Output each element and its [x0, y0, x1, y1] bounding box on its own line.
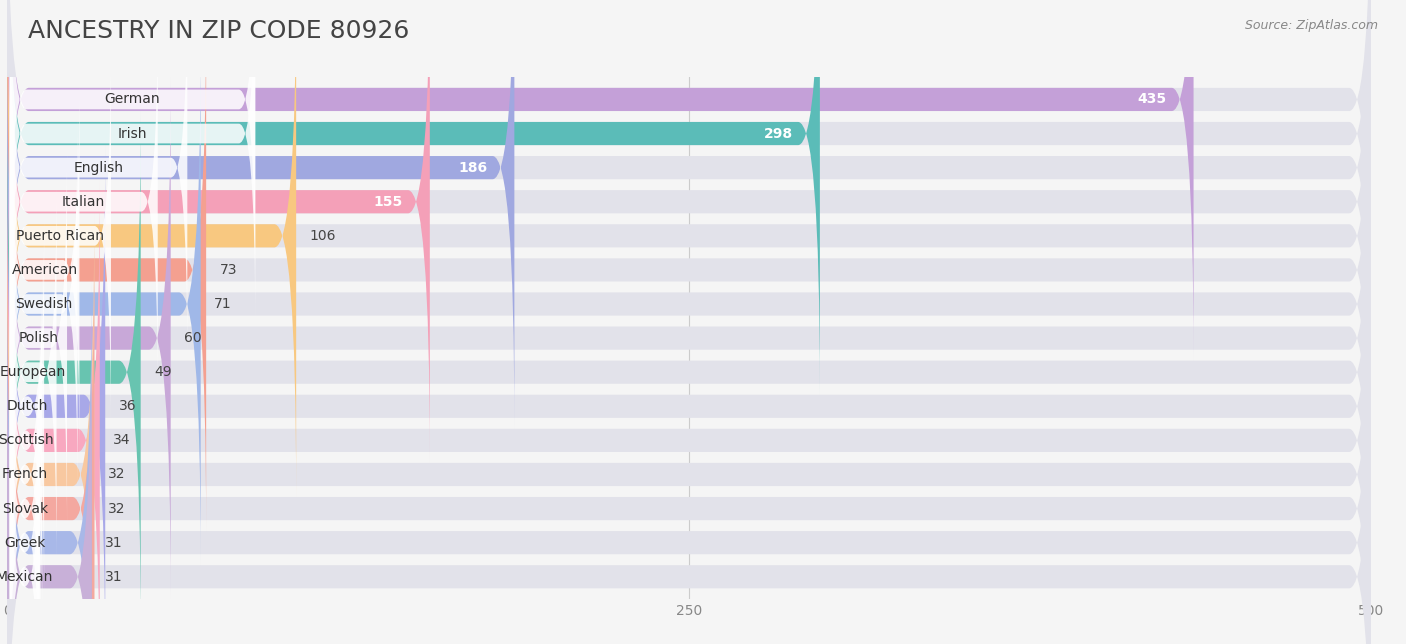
FancyBboxPatch shape [7, 145, 1371, 644]
FancyBboxPatch shape [10, 7, 157, 397]
Text: 60: 60 [184, 331, 202, 345]
FancyBboxPatch shape [7, 213, 1371, 644]
Text: 435: 435 [1137, 93, 1167, 106]
Text: Source: ZipAtlas.com: Source: ZipAtlas.com [1244, 19, 1378, 32]
FancyBboxPatch shape [10, 144, 67, 533]
FancyBboxPatch shape [7, 213, 94, 644]
Text: Slovak: Slovak [1, 502, 48, 516]
FancyBboxPatch shape [7, 9, 1371, 531]
Text: European: European [0, 365, 66, 379]
Text: 34: 34 [114, 433, 131, 448]
FancyBboxPatch shape [7, 0, 1371, 395]
FancyBboxPatch shape [7, 77, 1371, 600]
FancyBboxPatch shape [7, 43, 201, 565]
FancyBboxPatch shape [10, 328, 41, 644]
FancyBboxPatch shape [7, 111, 1371, 633]
Text: Italian: Italian [62, 194, 105, 209]
Text: English: English [73, 160, 124, 175]
FancyBboxPatch shape [7, 43, 1371, 565]
FancyBboxPatch shape [7, 0, 820, 395]
Text: 36: 36 [120, 399, 136, 413]
FancyBboxPatch shape [10, 247, 42, 634]
FancyBboxPatch shape [7, 0, 1371, 361]
FancyBboxPatch shape [7, 281, 1371, 644]
FancyBboxPatch shape [7, 0, 297, 497]
FancyBboxPatch shape [7, 145, 105, 644]
Text: Irish: Irish [118, 126, 148, 140]
Text: 32: 32 [108, 502, 125, 516]
FancyBboxPatch shape [7, 77, 170, 600]
Text: Puerto Rican: Puerto Rican [17, 229, 104, 243]
FancyBboxPatch shape [7, 316, 91, 644]
Text: American: American [11, 263, 77, 277]
FancyBboxPatch shape [10, 0, 256, 328]
FancyBboxPatch shape [10, 368, 39, 644]
Text: 155: 155 [373, 194, 402, 209]
Text: ANCESTRY IN ZIP CODE 80926: ANCESTRY IN ZIP CODE 80926 [28, 19, 409, 43]
FancyBboxPatch shape [7, 0, 1194, 361]
Text: Polish: Polish [18, 331, 59, 345]
FancyBboxPatch shape [7, 0, 1371, 463]
Text: Scottish: Scottish [0, 433, 53, 448]
FancyBboxPatch shape [10, 109, 77, 498]
Text: German: German [104, 93, 160, 106]
Text: Mexican: Mexican [0, 570, 53, 583]
Text: 71: 71 [214, 297, 232, 311]
Text: 186: 186 [458, 160, 486, 175]
FancyBboxPatch shape [10, 0, 256, 294]
FancyBboxPatch shape [7, 316, 1371, 644]
FancyBboxPatch shape [10, 402, 39, 644]
Text: 298: 298 [763, 126, 793, 140]
Text: 106: 106 [309, 229, 336, 243]
FancyBboxPatch shape [7, 0, 1371, 429]
FancyBboxPatch shape [7, 9, 207, 531]
FancyBboxPatch shape [7, 111, 141, 633]
Text: Dutch: Dutch [6, 399, 48, 413]
FancyBboxPatch shape [10, 0, 187, 363]
Text: 73: 73 [219, 263, 238, 277]
FancyBboxPatch shape [7, 0, 515, 429]
Text: French: French [1, 468, 48, 482]
Text: 31: 31 [105, 570, 122, 583]
Text: 32: 32 [108, 468, 125, 482]
FancyBboxPatch shape [7, 247, 94, 644]
FancyBboxPatch shape [10, 294, 41, 644]
FancyBboxPatch shape [7, 247, 1371, 644]
Text: 49: 49 [155, 365, 172, 379]
Text: Swedish: Swedish [15, 297, 72, 311]
FancyBboxPatch shape [10, 75, 80, 464]
FancyBboxPatch shape [7, 281, 91, 644]
FancyBboxPatch shape [7, 0, 1371, 497]
FancyBboxPatch shape [10, 41, 111, 431]
FancyBboxPatch shape [10, 212, 44, 601]
FancyBboxPatch shape [7, 179, 100, 644]
Text: 31: 31 [105, 536, 122, 550]
FancyBboxPatch shape [7, 179, 1371, 644]
FancyBboxPatch shape [7, 0, 430, 463]
Text: Greek: Greek [4, 536, 45, 550]
FancyBboxPatch shape [10, 178, 56, 567]
